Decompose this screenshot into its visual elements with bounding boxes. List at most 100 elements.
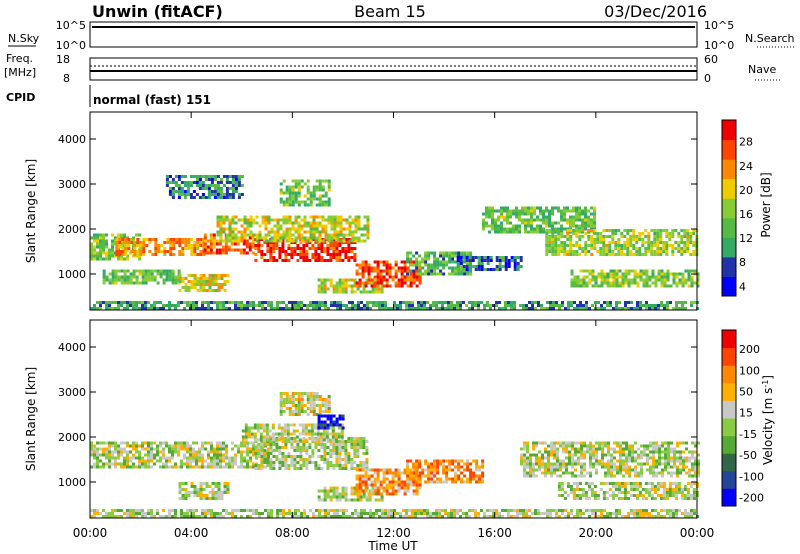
power-cell	[333, 230, 337, 234]
power-colorbar-tick: 4	[739, 280, 746, 293]
nsky-panel: N.Sky 10^5 10^0 10^5 10^0 N.Search	[8, 19, 795, 52]
velocity-cell	[275, 449, 279, 452]
power-cell	[275, 244, 279, 247]
power-cell	[118, 244, 122, 247]
velocity-cell	[575, 494, 579, 497]
power-band	[456, 256, 523, 271]
power-cell	[354, 230, 358, 234]
power-cell	[225, 181, 229, 184]
power-cell	[551, 241, 555, 244]
power-cell	[291, 194, 295, 198]
power-cell	[124, 253, 128, 256]
velocity-cell	[356, 452, 360, 455]
power-cell	[123, 307, 126, 310]
power-cell	[317, 287, 321, 291]
power-cell	[126, 254, 129, 258]
velocity-cell	[647, 488, 651, 491]
velocity-cell	[427, 474, 431, 478]
velocity-cell	[584, 497, 588, 500]
power-cell	[537, 304, 540, 307]
velocity-cell	[246, 459, 249, 463]
velocity-cell	[237, 450, 240, 454]
velocity-cell	[640, 474, 643, 478]
velocity-cell	[105, 450, 108, 454]
power-cell	[491, 224, 494, 228]
power-cell	[199, 241, 203, 244]
velocity-cell	[442, 468, 446, 472]
velocity-cell	[195, 465, 198, 469]
power-cell	[267, 239, 271, 243]
power-cell	[309, 233, 313, 237]
velocity-cell	[560, 494, 564, 497]
velocity-cell	[96, 450, 99, 454]
power-cell	[213, 187, 217, 190]
power-cell	[282, 307, 285, 310]
power-cell	[171, 190, 175, 193]
power-cell	[115, 241, 119, 244]
power-cell	[578, 215, 581, 219]
velocity-cell	[358, 480, 362, 484]
velocity-cell	[631, 456, 634, 460]
power-cell	[148, 241, 152, 244]
power-cell	[530, 212, 533, 216]
power-cell	[644, 241, 648, 244]
power-cell	[281, 259, 285, 262]
power-cell	[329, 253, 333, 256]
velocity-cell	[403, 483, 407, 487]
power-cell	[150, 278, 154, 282]
velocity-cell	[572, 497, 576, 500]
power-cell	[108, 254, 111, 258]
power-cell	[294, 301, 297, 304]
velocity-cell	[247, 432, 251, 436]
velocity-cell	[192, 459, 195, 463]
velocity-cell	[650, 488, 654, 491]
velocity-cell	[123, 465, 126, 469]
power-cell	[650, 229, 654, 232]
power-cell	[222, 215, 226, 219]
velocity-cell	[265, 423, 269, 427]
power-cell	[650, 253, 654, 256]
power-colorbar-swatch	[722, 256, 736, 277]
power-cell	[394, 284, 398, 288]
power-cell	[503, 215, 506, 219]
power-cell	[693, 301, 696, 304]
power-cell	[249, 221, 253, 225]
power-cell	[102, 275, 106, 279]
power-cell	[623, 244, 627, 247]
velocity-cell	[290, 458, 294, 461]
power-cell	[488, 224, 491, 228]
power-cell	[549, 307, 552, 310]
velocity-cell	[682, 462, 685, 466]
velocity-cell	[93, 465, 96, 469]
velocity-cell	[641, 497, 645, 500]
power-cell	[671, 229, 675, 232]
power-cell	[462, 265, 466, 268]
power-cell	[653, 232, 657, 235]
power-cell	[362, 290, 366, 294]
power-cell	[554, 206, 557, 210]
power-cell	[102, 281, 106, 285]
power-cell	[199, 238, 203, 241]
power-cell	[518, 218, 521, 222]
velocity-cell	[165, 441, 168, 445]
velocity-cell	[129, 450, 132, 454]
velocity-cell	[180, 447, 183, 451]
velocity-cell	[243, 444, 246, 448]
power-cell	[385, 260, 389, 264]
power-cell	[279, 197, 283, 201]
velocity-cell	[667, 453, 670, 457]
power-cell	[370, 266, 374, 270]
power-cell	[111, 301, 114, 304]
power-cell	[545, 250, 549, 253]
power-cell	[648, 284, 652, 288]
power-cell	[168, 187, 172, 190]
velocity-cell	[244, 429, 248, 433]
power-cell	[482, 221, 485, 225]
power-cell	[557, 229, 561, 232]
power-cell	[641, 238, 645, 241]
velocity-cell	[686, 488, 690, 491]
velocity-cell	[338, 467, 342, 470]
power-cell	[602, 253, 606, 256]
velocity-cell	[246, 441, 249, 445]
